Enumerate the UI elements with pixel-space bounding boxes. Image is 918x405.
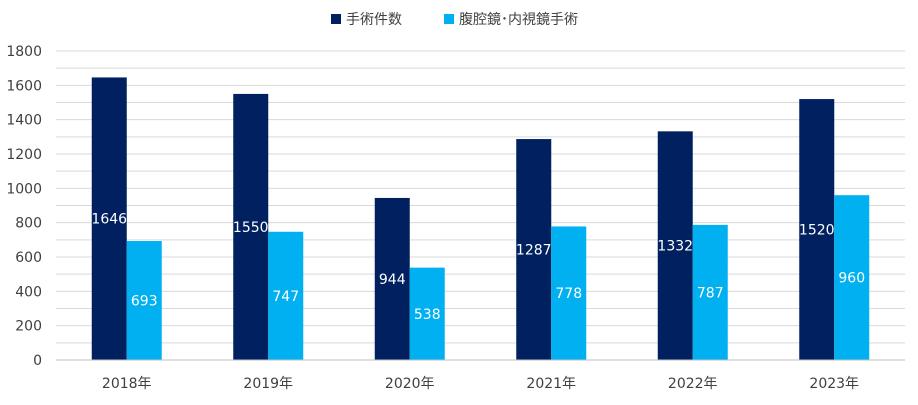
x-category-label: 2019年 bbox=[243, 376, 293, 392]
data-label: 747 bbox=[272, 289, 299, 305]
data-label: 538 bbox=[414, 307, 441, 323]
data-label: 960 bbox=[838, 271, 865, 287]
bar-laparoscopic-3 bbox=[551, 226, 587, 360]
bar-laparoscopic-5 bbox=[834, 195, 870, 360]
x-category-label: 2022年 bbox=[668, 376, 718, 392]
y-tick-label: 1000 bbox=[6, 181, 42, 197]
legend-label: 手術件数 bbox=[346, 12, 402, 28]
legend-label: 腹腔鏡･内視鏡手術 bbox=[459, 11, 578, 28]
y-tick-label: 200 bbox=[15, 319, 42, 335]
legend: 手術件数 腹腔鏡･内視鏡手術 bbox=[331, 11, 578, 28]
legend-swatch bbox=[331, 14, 341, 24]
data-label: 1646 bbox=[91, 212, 127, 228]
legend-swatch bbox=[444, 14, 454, 24]
data-label: 944 bbox=[379, 272, 406, 288]
data-label: 778 bbox=[555, 286, 582, 302]
data-label: 1520 bbox=[799, 223, 835, 239]
bar-surgeries-1 bbox=[233, 93, 269, 361]
bars: 1646 693 1550 747 944 538 1287 778 1332 787 1520 96… bbox=[91, 77, 870, 361]
y-tick-label: 1400 bbox=[6, 113, 42, 129]
bar-laparoscopic-0 bbox=[126, 241, 162, 360]
bar-surgeries-3 bbox=[516, 139, 552, 360]
x-category-label: 2021年 bbox=[526, 376, 576, 392]
y-tick-label: 1800 bbox=[6, 44, 42, 60]
bar-laparoscopic-4 bbox=[692, 224, 728, 360]
y-tick-label: 800 bbox=[15, 216, 42, 232]
x-axis: 2018年 2019年 2020年 2021年 2022年 2023年 bbox=[56, 359, 905, 392]
x-category-label: 2023年 bbox=[809, 376, 859, 392]
data-label: 1550 bbox=[233, 220, 269, 236]
y-tick-label: 400 bbox=[15, 284, 42, 300]
x-category-label: 2020年 bbox=[385, 376, 435, 392]
bar-surgeries-4 bbox=[657, 131, 693, 360]
y-axis: 0 200 400 600 800 1000 1200 1400 1600 1800 bbox=[6, 44, 42, 369]
data-label: 693 bbox=[131, 294, 158, 310]
bar-surgeries-2 bbox=[374, 197, 410, 360]
data-label: 1332 bbox=[657, 239, 693, 255]
bar-laparoscopic-2 bbox=[409, 267, 445, 360]
data-label: 787 bbox=[697, 285, 724, 301]
gridlines bbox=[56, 50, 905, 344]
y-tick-label: 1200 bbox=[6, 147, 42, 163]
bar-laparoscopic-1 bbox=[268, 231, 304, 360]
data-label: 1287 bbox=[516, 243, 552, 259]
bar-surgeries-5 bbox=[799, 99, 835, 361]
y-tick-label: 1600 bbox=[6, 78, 42, 94]
bar-surgeries-0 bbox=[91, 77, 127, 360]
y-tick-label: 600 bbox=[15, 250, 42, 266]
y-tick-label: 0 bbox=[33, 353, 42, 369]
x-category-label: 2018年 bbox=[102, 376, 152, 392]
